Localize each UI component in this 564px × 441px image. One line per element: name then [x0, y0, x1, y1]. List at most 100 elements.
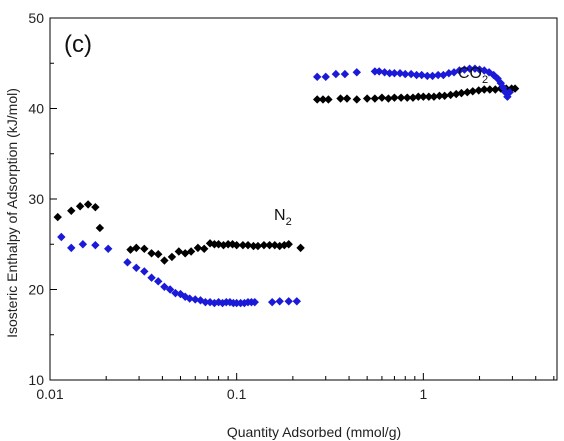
data-point — [167, 252, 177, 262]
data-point — [401, 69, 410, 79]
data-point — [370, 94, 380, 103]
data-point — [414, 92, 423, 101]
data-point — [284, 297, 293, 306]
data-point — [103, 244, 113, 253]
data-point — [83, 200, 93, 209]
data-point — [57, 232, 66, 242]
y-axis-ticks: 10 20 30 40 50 — [28, 10, 57, 388]
data-point — [419, 92, 428, 101]
data-point — [429, 92, 439, 101]
data-point — [457, 88, 466, 98]
data-point — [268, 297, 277, 307]
data-point — [463, 88, 472, 97]
data-point — [201, 297, 210, 307]
data-point — [468, 87, 477, 96]
data-point — [408, 93, 418, 102]
data-point — [390, 93, 399, 102]
data-point — [312, 72, 322, 82]
data-point — [423, 71, 432, 81]
data-point — [505, 88, 514, 97]
y-tick-label: 20 — [28, 282, 44, 298]
data-point — [452, 89, 461, 99]
data-point — [417, 70, 426, 80]
data-point — [174, 247, 184, 256]
data-point — [284, 240, 293, 249]
y-tick-label: 10 — [28, 372, 44, 388]
data-point — [154, 250, 163, 259]
y-tick-label: 30 — [28, 191, 44, 207]
data-point — [193, 243, 203, 253]
data-point — [435, 91, 444, 101]
data-point — [352, 95, 361, 104]
data-point — [275, 241, 284, 251]
data-point — [132, 243, 141, 253]
data-point — [460, 65, 469, 74]
panel-label: (c) — [64, 31, 92, 58]
data-point — [75, 202, 85, 211]
data-point — [95, 223, 105, 233]
data-point — [412, 70, 421, 80]
data-point — [312, 95, 322, 104]
data-point — [428, 71, 437, 81]
co2-series-label: CO2 — [458, 65, 488, 86]
data-point — [160, 282, 169, 291]
data-series-layer — [53, 64, 520, 308]
data-point — [370, 67, 380, 76]
data-point — [440, 91, 449, 101]
data-point — [78, 240, 88, 249]
data-point — [249, 241, 258, 251]
data-point — [331, 69, 341, 79]
data-point — [53, 212, 62, 222]
data-point — [396, 93, 406, 102]
data-point — [433, 70, 443, 80]
x-tick-label: 0.01 — [36, 386, 63, 402]
data-point — [275, 297, 284, 306]
data-point — [403, 93, 412, 102]
data-point — [270, 240, 279, 250]
data-point — [154, 277, 163, 286]
data-point — [132, 263, 141, 272]
data-point — [250, 297, 259, 307]
data-point — [140, 244, 149, 253]
data-point — [362, 94, 372, 103]
data-point — [485, 85, 495, 94]
data-point — [200, 244, 209, 253]
data-point — [424, 92, 434, 101]
data-point — [444, 69, 454, 78]
data-point — [340, 69, 350, 79]
data-point — [214, 240, 223, 249]
data-point — [253, 241, 263, 251]
data-point — [265, 240, 274, 250]
series-1 — [57, 64, 514, 308]
series-0 — [53, 84, 520, 265]
data-point — [384, 94, 393, 103]
x-axis-title: Quantity Adsorbed (mmol/g) — [227, 424, 401, 440]
data-point — [318, 95, 328, 104]
data-point — [342, 94, 352, 103]
data-point — [191, 295, 200, 304]
data-point — [501, 88, 510, 97]
data-point — [185, 294, 194, 303]
x-axis-ticks: 0.01 0.1 1 — [36, 373, 555, 402]
data-point — [67, 243, 76, 253]
data-point — [91, 202, 100, 212]
data-point — [510, 84, 520, 93]
y-axis-title: Isosteric Enthalpy of Adsorption (kJ/mol… — [4, 88, 20, 338]
data-point — [406, 69, 416, 79]
data-point — [336, 94, 345, 103]
x-tick-label: 0.1 — [227, 386, 247, 402]
data-point — [374, 67, 384, 76]
data-point — [232, 240, 241, 250]
y-tick-label: 50 — [28, 10, 44, 26]
data-point — [446, 90, 455, 100]
data-point — [147, 273, 156, 282]
data-point — [377, 93, 387, 102]
data-point — [480, 85, 489, 94]
data-point — [243, 240, 253, 250]
data-point — [499, 83, 508, 92]
data-point — [147, 249, 156, 258]
data-point — [165, 285, 175, 294]
y-tick-label: 40 — [28, 101, 44, 117]
data-point — [292, 297, 302, 306]
